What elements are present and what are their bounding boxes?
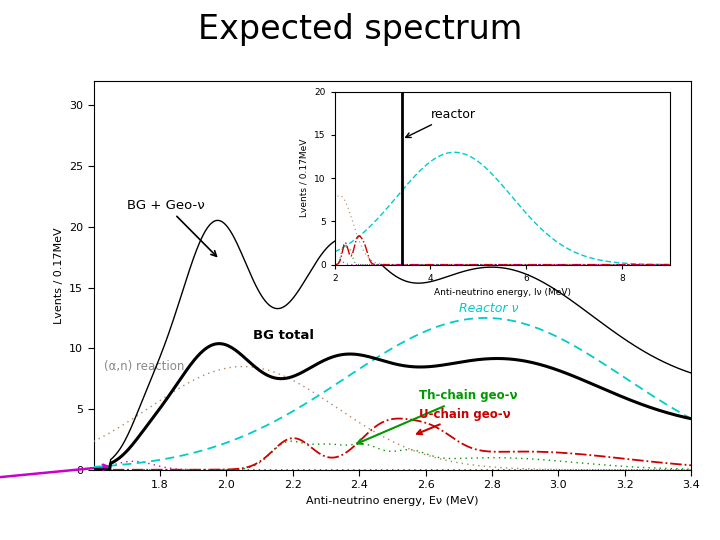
Text: Accidental coincidence: Accidental coincidence <box>0 465 108 519</box>
Text: (α,n) reaction: (α,n) reaction <box>104 360 184 373</box>
X-axis label: Anti-neutrino energy, Iν (MeV): Anti-neutrino energy, Iν (MeV) <box>433 288 571 297</box>
Y-axis label: Lvents / 0.17MeV: Lvents / 0.17MeV <box>300 139 309 218</box>
Text: Reactor ν: Reactor ν <box>459 302 518 315</box>
X-axis label: Anti-neutrino energy, Eν (MeV): Anti-neutrino energy, Eν (MeV) <box>306 496 479 506</box>
Text: Expected spectrum: Expected spectrum <box>198 14 522 46</box>
Text: Th-chain geo-ν: Th-chain geo-ν <box>357 389 518 444</box>
Text: reactor: reactor <box>405 107 475 138</box>
Text: U-chain geo-ν: U-chain geo-ν <box>417 408 510 434</box>
Text: BG + Geo-ν: BG + Geo-ν <box>127 199 217 256</box>
Text: BG total: BG total <box>253 328 314 342</box>
Y-axis label: Lvents / 0.17MeV: Lvents / 0.17MeV <box>53 227 63 323</box>
